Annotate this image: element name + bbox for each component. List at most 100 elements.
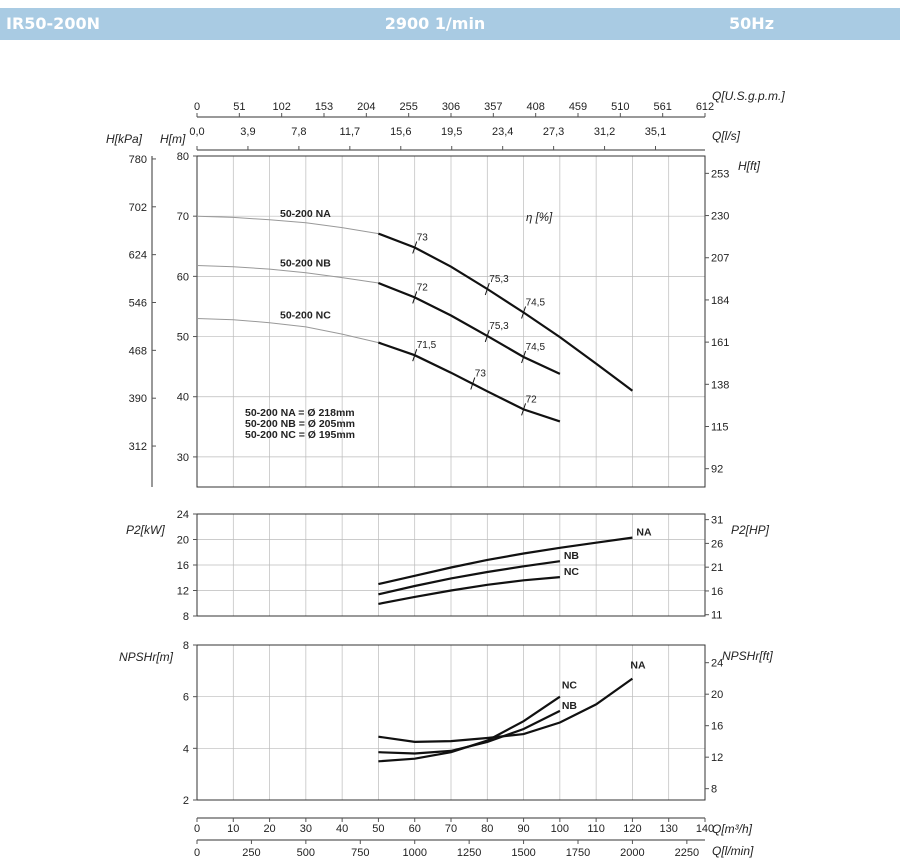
usgpm-axis-label: Q[U.S.g.p.m.]	[712, 89, 785, 103]
ls-tick-label: 15,6	[390, 126, 411, 138]
nft-tick-label: 8	[711, 784, 717, 796]
usgpm-tick-label: 357	[484, 101, 502, 113]
ls-tick-label: 3,9	[240, 126, 255, 138]
nft-tick-label: 24	[711, 658, 723, 670]
m3h-tick-label: 90	[517, 823, 529, 835]
hp-tick-label: 21	[711, 562, 723, 574]
usgpm-tick-label: 255	[399, 101, 417, 113]
efficiency-mark	[484, 282, 490, 296]
p2-curve	[378, 536, 633, 586]
hp-tick-label: 31	[711, 515, 723, 527]
p-tick-label: 8	[183, 611, 189, 623]
n-frame	[196, 644, 706, 801]
m3h-tick-label: 0	[194, 823, 200, 835]
usgpm-tick-label: 510	[611, 101, 629, 113]
h-curve	[378, 232, 634, 392]
h-curve	[377, 281, 561, 375]
h-tick-label: 60	[177, 271, 189, 283]
ls-tick-label: 7,8	[291, 126, 306, 138]
p2-curve-label: NB	[564, 550, 580, 562]
m3h-tick-label: 70	[445, 823, 457, 835]
lmin-tick-label: 1250	[457, 847, 481, 859]
m3h-tick-label: 80	[481, 823, 493, 835]
n-tick-label: 4	[183, 743, 189, 755]
curve-label-nb: 50-200 NB	[280, 257, 331, 269]
h-tick-label: 30	[177, 452, 189, 464]
ls-tick-label: 35,1	[645, 126, 666, 138]
n-tick-label: 6	[183, 692, 189, 704]
h-curve-extension	[196, 265, 379, 284]
nft-tick-label: 20	[711, 689, 723, 701]
lmin-tick-label: 500	[297, 847, 315, 859]
hp-tick-label: 11	[711, 610, 722, 622]
frequency-label: 50Hz	[729, 14, 774, 33]
lmin-tick-label: 250	[242, 847, 260, 859]
p-tick-label: 16	[177, 560, 189, 572]
p-tick-label: 12	[177, 586, 189, 598]
m3h-axis-label: Q[m³/h]	[712, 822, 753, 836]
ls-tick-label: 19,5	[441, 126, 462, 138]
lmin-tick-label: 1500	[511, 847, 535, 859]
h-axis-label: H[m]	[160, 132, 186, 146]
hft-tick-label: 253	[711, 168, 729, 180]
ls-tick-label: 23,4	[492, 126, 513, 138]
hft-tick-label: 115	[711, 422, 729, 434]
npsh-curve	[378, 677, 634, 744]
ls-axis-label: Q[l/s]	[712, 129, 741, 143]
efficiency-label: 71,5	[417, 340, 437, 351]
h-tick-label: 80	[177, 151, 189, 163]
efficiency-mark	[521, 306, 527, 319]
kpa-tick-label: 780	[129, 154, 147, 166]
m3h-tick-label: 120	[623, 823, 641, 835]
nft-tick-label: 12	[711, 752, 723, 764]
efficiency-label: 73	[417, 232, 429, 243]
npsh-label-nb: NB	[562, 700, 578, 712]
m3h-tick-label: 40	[336, 823, 348, 835]
m3h-tick-label: 140	[696, 823, 714, 835]
hft-tick-label: 138	[711, 379, 729, 391]
hp-tick-label: 26	[711, 538, 723, 550]
efficiency-label: 74,5	[526, 297, 546, 308]
lmin-tick-label: 2000	[620, 847, 644, 859]
ls-tick-label: 27,3	[543, 126, 564, 138]
lmin-tick-label: 1000	[402, 847, 426, 859]
model-title: IR50-200N	[6, 14, 100, 33]
m3h-tick-label: 110	[587, 823, 605, 835]
speed-label: 2900 1/min	[384, 14, 486, 33]
usgpm-tick-label: 102	[272, 101, 290, 113]
kpa-tick-label: 468	[129, 345, 147, 357]
m3h-tick-label: 20	[263, 823, 275, 835]
h-tick-label: 40	[177, 392, 189, 404]
hp-axis-label: P2[HP]	[731, 523, 770, 537]
npsh-ft-axis-label: NPSHr[ft]	[722, 649, 773, 663]
kpa-tick-label: 702	[129, 202, 147, 214]
efficiency-mark	[412, 349, 418, 362]
p2-curve	[378, 576, 560, 605]
impeller-note: 50-200 NB = Ø 205mm	[245, 418, 355, 430]
ls-tick-label: 11,7	[340, 126, 361, 138]
ls-tick-label: 31,2	[594, 126, 615, 138]
m3h-tick-label: 60	[409, 823, 421, 835]
efficiency-label: 74,5	[526, 342, 546, 353]
npsh-label-na: NA	[630, 660, 646, 672]
impeller-note: 50-200 NA = Ø 218mm	[245, 407, 355, 419]
efficiency-axis-label: η [%]	[526, 212, 553, 224]
efficiency-label: 72	[417, 282, 429, 293]
kpa-axis-label: H[kPa]	[106, 132, 143, 146]
efficiency-mark	[484, 329, 490, 343]
h-tick-label: 50	[177, 332, 189, 344]
h-curve	[378, 341, 561, 423]
usgpm-tick-label: 459	[569, 101, 587, 113]
npsh-label-nc: NC	[562, 680, 578, 692]
lmin-tick-label: 750	[351, 847, 369, 859]
p2-curve-label: NA	[636, 527, 652, 539]
efficiency-mark	[521, 350, 527, 364]
usgpm-tick-label: 153	[315, 101, 333, 113]
h-curve-extension	[196, 318, 379, 344]
n-tick-label: 2	[183, 795, 189, 807]
kpa-tick-label: 546	[129, 297, 147, 309]
usgpm-tick-label: 51	[233, 101, 245, 113]
m3h-tick-label: 130	[660, 823, 678, 835]
impeller-note: 50-200 NC = Ø 195mm	[245, 429, 355, 441]
efficiency-mark	[412, 291, 418, 304]
